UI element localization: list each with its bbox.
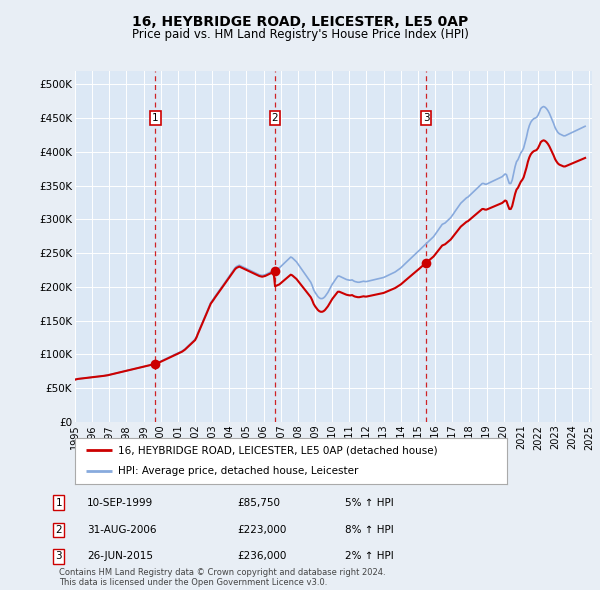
Text: 1: 1 xyxy=(55,498,62,507)
Text: 3: 3 xyxy=(423,113,430,123)
Text: 2: 2 xyxy=(55,525,62,535)
Text: £236,000: £236,000 xyxy=(237,552,286,561)
Text: Price paid vs. HM Land Registry's House Price Index (HPI): Price paid vs. HM Land Registry's House … xyxy=(131,28,469,41)
Text: Contains HM Land Registry data © Crown copyright and database right 2024.
This d: Contains HM Land Registry data © Crown c… xyxy=(59,568,385,587)
Text: HPI: Average price, detached house, Leicester: HPI: Average price, detached house, Leic… xyxy=(118,466,359,476)
Text: 5% ↑ HPI: 5% ↑ HPI xyxy=(345,498,394,507)
Text: 3: 3 xyxy=(55,552,62,561)
Text: 26-JUN-2015: 26-JUN-2015 xyxy=(87,552,153,561)
Text: 16, HEYBRIDGE ROAD, LEICESTER, LE5 0AP: 16, HEYBRIDGE ROAD, LEICESTER, LE5 0AP xyxy=(132,15,468,29)
Text: 10-SEP-1999: 10-SEP-1999 xyxy=(87,498,153,507)
Text: 31-AUG-2006: 31-AUG-2006 xyxy=(87,525,157,535)
Text: 1: 1 xyxy=(152,113,159,123)
Text: 2% ↑ HPI: 2% ↑ HPI xyxy=(345,552,394,561)
Text: 8% ↑ HPI: 8% ↑ HPI xyxy=(345,525,394,535)
Text: 2: 2 xyxy=(272,113,278,123)
Text: £85,750: £85,750 xyxy=(237,498,280,507)
Text: £223,000: £223,000 xyxy=(237,525,286,535)
Text: 16, HEYBRIDGE ROAD, LEICESTER, LE5 0AP (detached house): 16, HEYBRIDGE ROAD, LEICESTER, LE5 0AP (… xyxy=(118,445,438,455)
